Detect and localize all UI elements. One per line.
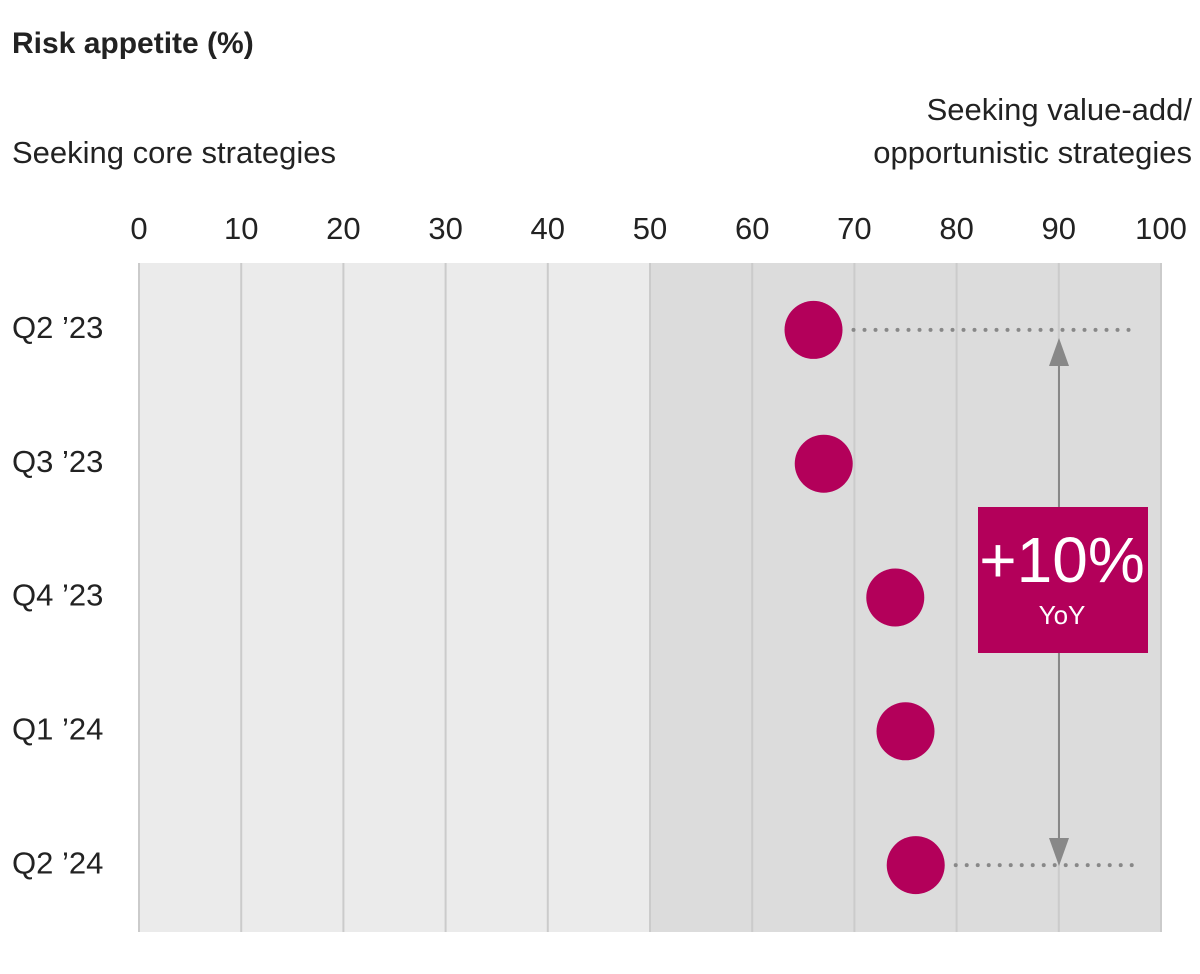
x-tick-label: 90 — [1042, 211, 1076, 246]
x-tick-label: 100 — [1135, 211, 1187, 246]
y-tick-label: Q4 ’23 — [12, 578, 103, 613]
dot — [784, 300, 843, 359]
right-label: opportunistic strategies — [873, 135, 1192, 170]
annotation-bg — [978, 507, 1148, 653]
annotation-value: +10% — [979, 524, 1144, 596]
right-label: Seeking value-add/ — [927, 92, 1193, 127]
x-tick-label: 10 — [224, 211, 258, 246]
arrow-head — [1049, 838, 1069, 866]
y-tick-label: Q1 ’24 — [12, 711, 103, 746]
dot — [886, 836, 945, 895]
x-tick-label: 80 — [939, 211, 973, 246]
x-tick-label: 20 — [326, 211, 360, 246]
core-zone — [139, 263, 650, 932]
x-tick-label: 0 — [130, 211, 147, 246]
annotation-box: +10% YoY — [978, 507, 1148, 653]
dot — [876, 702, 935, 761]
y-tick-label: Q2 ’23 — [12, 310, 103, 345]
annotation-sub: YoY — [1039, 600, 1086, 630]
dot — [794, 434, 853, 493]
left-label: Seeking core strategies — [12, 135, 336, 170]
x-tick-label: 70 — [837, 211, 871, 246]
x-tick-label: 60 — [735, 211, 769, 246]
arrow-head — [1049, 338, 1069, 366]
x-tick-label: 50 — [633, 211, 667, 246]
y-tick-label: Q3 ’23 — [12, 444, 103, 479]
chart-title: Risk appetite (%) — [12, 27, 254, 60]
x-tick-label: 30 — [428, 211, 462, 246]
dot — [866, 568, 925, 627]
x-tick-label: 40 — [531, 211, 565, 246]
y-tick-label: Q2 ’24 — [12, 845, 103, 880]
